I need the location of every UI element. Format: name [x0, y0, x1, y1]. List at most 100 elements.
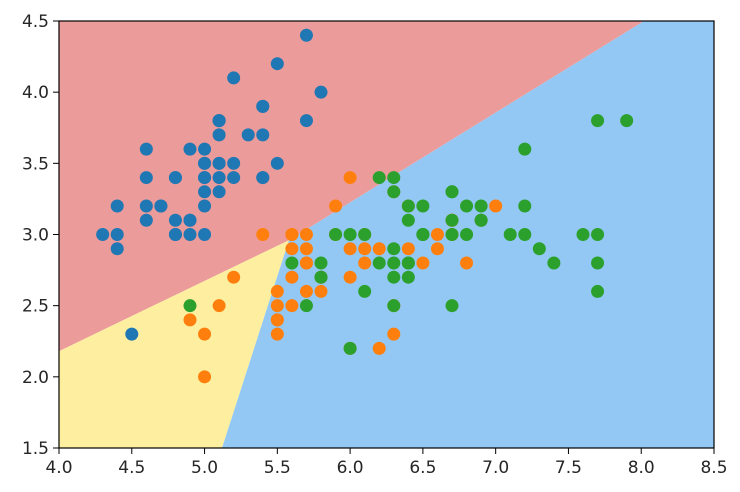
scatter-point-class-2	[620, 114, 634, 128]
scatter-point-class-0	[168, 228, 182, 241]
scatter-point-class-1	[299, 228, 313, 241]
scatter-point-class-1	[198, 370, 212, 384]
scatter-point-class-2	[445, 228, 459, 241]
scatter-point-class-0	[168, 171, 182, 185]
scatter-point-class-2	[314, 256, 328, 270]
scatter-point-class-2	[285, 256, 299, 270]
scatter-point-class-0	[139, 171, 153, 185]
y-tick-label: 4.0	[22, 83, 49, 103]
scatter-point-class-2	[474, 213, 488, 227]
scatter-point-class-2	[387, 270, 401, 284]
y-tick-label: 2.5	[22, 297, 49, 317]
scatter-point-class-1	[401, 242, 415, 256]
x-tick-label: 6.5	[409, 458, 436, 478]
scatter-point-class-2	[314, 270, 328, 284]
scatter-point-class-0	[212, 128, 226, 142]
y-tick-label: 4.5	[22, 12, 49, 32]
scatter-point-class-1	[270, 284, 284, 298]
scatter-point-class-1	[314, 284, 328, 298]
scatter-point-class-2	[416, 228, 430, 241]
scatter-point-class-1	[212, 299, 226, 313]
scatter-point-class-0	[183, 228, 197, 241]
scatter-point-class-1	[372, 242, 386, 256]
scatter-point-class-2	[358, 228, 372, 241]
x-tick-label: 7.0	[482, 458, 509, 478]
scatter-point-class-0	[227, 71, 241, 85]
decision-regions	[59, 21, 714, 448]
decision-region-class-0	[59, 21, 645, 352]
scatter-point-class-1	[270, 299, 284, 313]
scatter-point-class-1	[270, 327, 284, 341]
scatter-point-class-0	[256, 128, 270, 142]
scatter-point-class-1	[358, 242, 372, 256]
scatter-point-class-0	[227, 156, 241, 170]
scatter-point-class-0	[212, 156, 226, 170]
scatter-point-class-1	[343, 171, 357, 185]
scatter-point-class-1	[343, 270, 357, 284]
scatter-point-class-1	[387, 327, 401, 341]
scatter-point-class-1	[460, 256, 474, 270]
scatter-point-class-2	[547, 256, 561, 270]
scatter-point-class-1	[183, 313, 197, 327]
scatter-point-class-2	[576, 228, 590, 241]
scatter-point-class-1	[416, 256, 430, 270]
scatter-point-class-1	[198, 327, 212, 341]
scatter-point-class-1	[299, 284, 313, 298]
scatter-point-class-2	[372, 256, 386, 270]
scatter-point-class-0	[110, 199, 124, 213]
scatter-point-class-2	[387, 185, 401, 199]
scatter-point-class-0	[154, 199, 168, 213]
scatter-point-class-2	[343, 228, 357, 241]
scatter-point-class-2	[401, 199, 415, 213]
scatter-point-class-0	[96, 228, 110, 241]
scatter-point-class-1	[285, 242, 299, 256]
x-tick-label: 4.5	[118, 458, 145, 478]
scatter-point-class-0	[198, 142, 212, 156]
scatter-point-class-1	[227, 270, 241, 284]
scatter-point-class-2	[591, 228, 605, 241]
y-tick-label: 2.0	[22, 368, 49, 388]
scatter-point-class-0	[299, 28, 313, 42]
scatter-point-class-1	[372, 341, 386, 355]
scatter-point-class-2	[591, 114, 605, 128]
scatter-point-class-1	[358, 256, 372, 270]
scatter-point-class-0	[270, 57, 284, 71]
scatter-point-class-1	[285, 270, 299, 284]
y-tick-label: 1.5	[22, 439, 49, 459]
x-tick-label: 8.0	[628, 458, 655, 478]
scatter-point-class-0	[198, 185, 212, 199]
scatter-point-class-2	[474, 199, 488, 213]
y-tick-label: 3.0	[22, 226, 49, 246]
scatter-point-class-2	[518, 228, 532, 241]
scatter-point-class-1	[299, 256, 313, 270]
scatter-point-class-0	[212, 185, 226, 199]
scatter-point-class-2	[183, 299, 197, 313]
scatter-point-class-1	[256, 228, 270, 241]
scatter-point-class-0	[198, 199, 212, 213]
scatter-point-class-2	[460, 199, 474, 213]
scatter-point-class-1	[430, 228, 444, 241]
scatter-point-class-2	[343, 341, 357, 355]
scatter-point-class-2	[591, 256, 605, 270]
scatter-point-class-2	[387, 256, 401, 270]
scatter-point-class-1	[270, 313, 284, 327]
scatter-point-class-0	[183, 213, 197, 227]
y-tick-label: 3.5	[22, 154, 49, 174]
scatter-point-class-2	[445, 213, 459, 227]
scatter-points	[96, 28, 634, 384]
scatter-point-class-0	[125, 327, 139, 341]
scatter-point-class-0	[212, 114, 226, 128]
scatter-point-class-0	[139, 142, 153, 156]
x-tick-label: 6.0	[337, 458, 364, 478]
scatter-point-class-0	[241, 128, 255, 142]
scatter-point-class-2	[387, 299, 401, 313]
scatter-point-class-0	[270, 156, 284, 170]
scatter-point-class-2	[372, 171, 386, 185]
scatter-point-class-2	[401, 256, 415, 270]
scatter-point-class-2	[387, 171, 401, 185]
scatter-point-class-0	[256, 171, 270, 185]
scatter-point-class-2	[518, 199, 532, 213]
scatter-point-class-1	[430, 242, 444, 256]
scatter-point-class-2	[329, 228, 343, 241]
